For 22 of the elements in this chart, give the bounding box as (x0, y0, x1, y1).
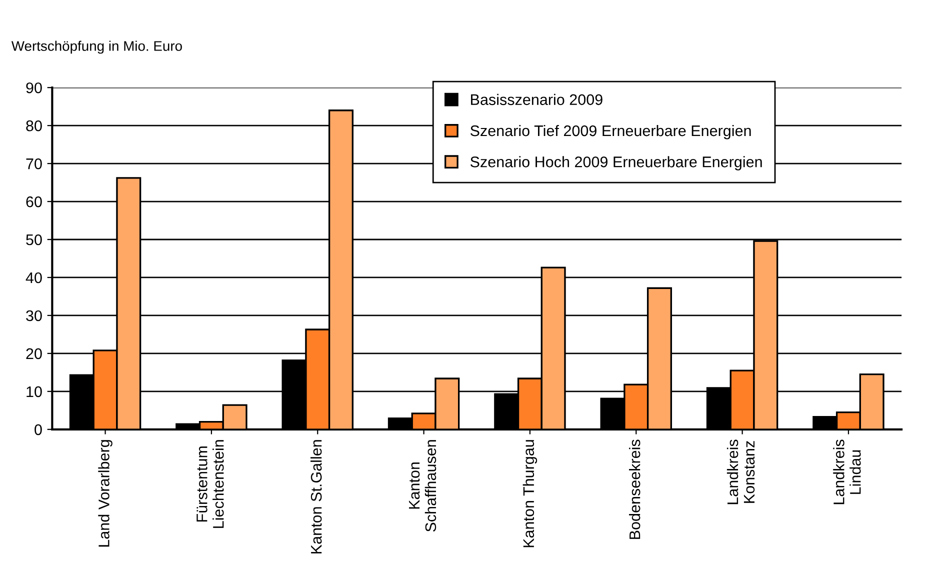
y-tick-label: 70 (26, 158, 42, 170)
y-tick-label: 40 (26, 272, 42, 284)
y-axis-title: Wertschöpfung in Mio. Euro (11, 40, 182, 54)
x-tick-label: Kanton Schaffhausen (409, 440, 436, 532)
legend-label: Basisszenario 2009 (471, 94, 602, 106)
x-tick-label: Kanton St.Gallen (310, 440, 322, 554)
x-tick-label: Landkreis Lindau (833, 440, 861, 504)
y-tick-label: 0 (34, 424, 42, 436)
legend-label: Szenario Hoch 2009 Erneuerbare Energien (470, 156, 762, 170)
x-tick-label: Kanton Thurgau (522, 440, 538, 548)
y-tick-label: 90 (26, 82, 42, 94)
y-tick-label: 10 (26, 386, 42, 398)
y-tick-label: 30 (26, 310, 42, 322)
x-tick-label: Landkreis Konstanz (726, 440, 755, 504)
x-tick-label: Bodenseekreis (629, 440, 640, 539)
x-tick-label: Land Vorarlberg (98, 440, 112, 547)
y-tick-label: 20 (26, 348, 42, 360)
y-tick-label: 50 (26, 234, 42, 246)
x-tick-label: Fürstentum Liechtenstein (196, 440, 224, 528)
legend-label: Szenario Tief 2009 Erneuerbare Energien (470, 124, 751, 140)
y-tick-label: 60 (26, 196, 42, 208)
y-tick-label: 80 (26, 120, 42, 132)
